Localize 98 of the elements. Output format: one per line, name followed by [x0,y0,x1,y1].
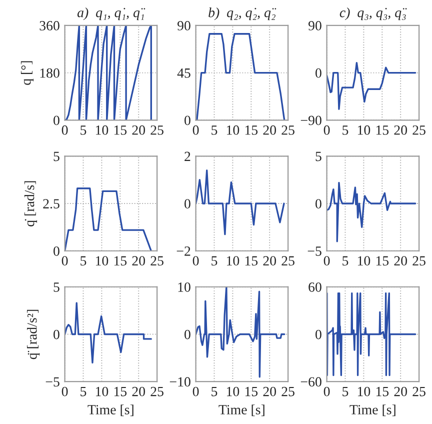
line-series [326,292,416,376]
y-tick-label: −90 [300,116,322,126]
x-tick-label: 20 [263,386,276,396]
y-tick-label: 0 [54,116,60,126]
y-tick-label: 0 [184,116,190,126]
x-axis-title: Time [s] [350,404,396,416]
x-tick-label: 20 [132,125,146,135]
x-axis-title: Time [s] [218,404,264,416]
y-tick-label: 90 [177,21,190,30]
x-tick-label: 25 [150,256,164,266]
x-tick-label: 15 [114,386,127,396]
x-tick-label: 5 [212,387,218,396]
x-tick-label: 15 [376,386,389,396]
x-tick-label: 15 [376,125,389,135]
x-tick-label: 25 [412,386,426,396]
chart-title: a) q₁, q̇₁, q̈₁ [77,7,146,20]
y-tick-label: 0 [316,68,322,78]
x-tick-label: 10 [96,386,108,396]
y-tick-label: 5 [54,152,60,162]
x-tick-label: 10 [226,125,240,135]
x-tick-label: 20 [394,386,408,396]
x-tick-label: 5 [342,126,348,135]
x-tick-label: 0 [192,386,199,396]
x-tick-label: 25 [282,386,294,396]
x-tick-label: 5 [80,256,86,266]
y-tick-label: 60 [308,282,322,292]
y-tick-label: 0 [316,199,322,208]
y-tick-label: 0 [184,199,190,208]
x-tick-label: 20 [394,256,408,266]
x-tick-label: 25 [150,125,164,135]
x-tick-label: 5 [80,126,86,135]
x-tick-label: 15 [245,256,258,266]
x-tick-label: 0 [324,386,330,396]
x-tick-label: 0 [324,256,330,266]
x-tick-label: 5 [212,126,218,135]
x-tick-label: 10 [96,125,108,135]
y-axis-title: q̈ [rad/s²] [27,310,40,360]
x-tick-label: 0 [62,125,68,135]
y-tick-label: 45 [177,68,190,78]
y-tick-label: 180 [40,68,60,78]
x-tick-label: 0 [192,256,199,266]
x-axis-title: Time [s] [88,404,134,416]
x-tick-label: 15 [245,386,258,396]
x-tick-label: 25 [412,256,426,266]
y-tick-label: 0 [184,330,190,340]
line-series [196,33,286,120]
y-axis-title: q̇ [rad/s] [24,181,38,226]
x-tick-label: 15 [376,256,389,266]
x-tick-label: 20 [394,125,408,135]
x-tick-label: 10 [96,256,108,266]
x-tick-label: 0 [192,125,199,135]
x-tick-label: 25 [150,386,164,396]
x-tick-label: 15 [114,256,127,266]
line-series [196,170,285,236]
x-tick-label: 0 [62,256,68,266]
x-tick-label: 10 [226,386,240,396]
x-tick-label: 10 [226,256,240,266]
line-series [326,182,416,242]
x-tick-label: 15 [114,125,127,135]
y-tick-label: −2 [176,246,190,256]
x-tick-label: 25 [282,256,294,266]
x-tick-label: 5 [342,256,348,266]
line-series [326,62,416,110]
y-tick-label: 0 [54,330,60,340]
x-tick-label: 25 [412,125,426,135]
y-tick-label: 5 [54,282,60,292]
x-tick-label: 20 [263,125,276,135]
y-tick-label: 90 [308,21,322,30]
y-tick-label: −5 [308,246,322,256]
y-tick-label: 10 [178,282,190,292]
y-tick-label: −10 [170,377,190,387]
x-tick-label: 25 [282,125,294,135]
x-tick-label: 5 [212,256,218,266]
y-axis-title: q [°] [20,61,34,85]
chart-title: b) q₂, q̇₂, q̈₂ [208,7,276,20]
y-tick-label: 5 [316,152,322,162]
x-tick-label: 0 [324,125,330,135]
y-tick-label: −5 [46,377,60,387]
x-tick-label: 0 [62,386,68,396]
x-tick-label: 15 [245,125,258,135]
x-tick-label: 20 [132,256,146,266]
x-tick-label: 5 [342,387,348,396]
y-tick-label: −60 [300,377,322,387]
y-tick-label: 2 [184,152,190,161]
y-tick-label: 360 [40,21,60,30]
x-tick-label: 5 [80,387,86,396]
x-tick-label: 20 [263,256,276,266]
y-tick-label: 0 [54,246,60,256]
chart-title: c) q₃, q̇₃, q̈₃ [340,7,407,20]
x-tick-label: 20 [132,386,146,396]
line-series [64,302,152,364]
y-tick-label: 0 [316,330,322,340]
line-series [64,188,152,251]
y-tick-label: 2.5 [43,199,60,209]
x-tick-label: 10 [358,256,370,266]
x-tick-label: 10 [358,125,370,135]
x-tick-label: 10 [358,386,370,396]
line-series [196,286,286,378]
